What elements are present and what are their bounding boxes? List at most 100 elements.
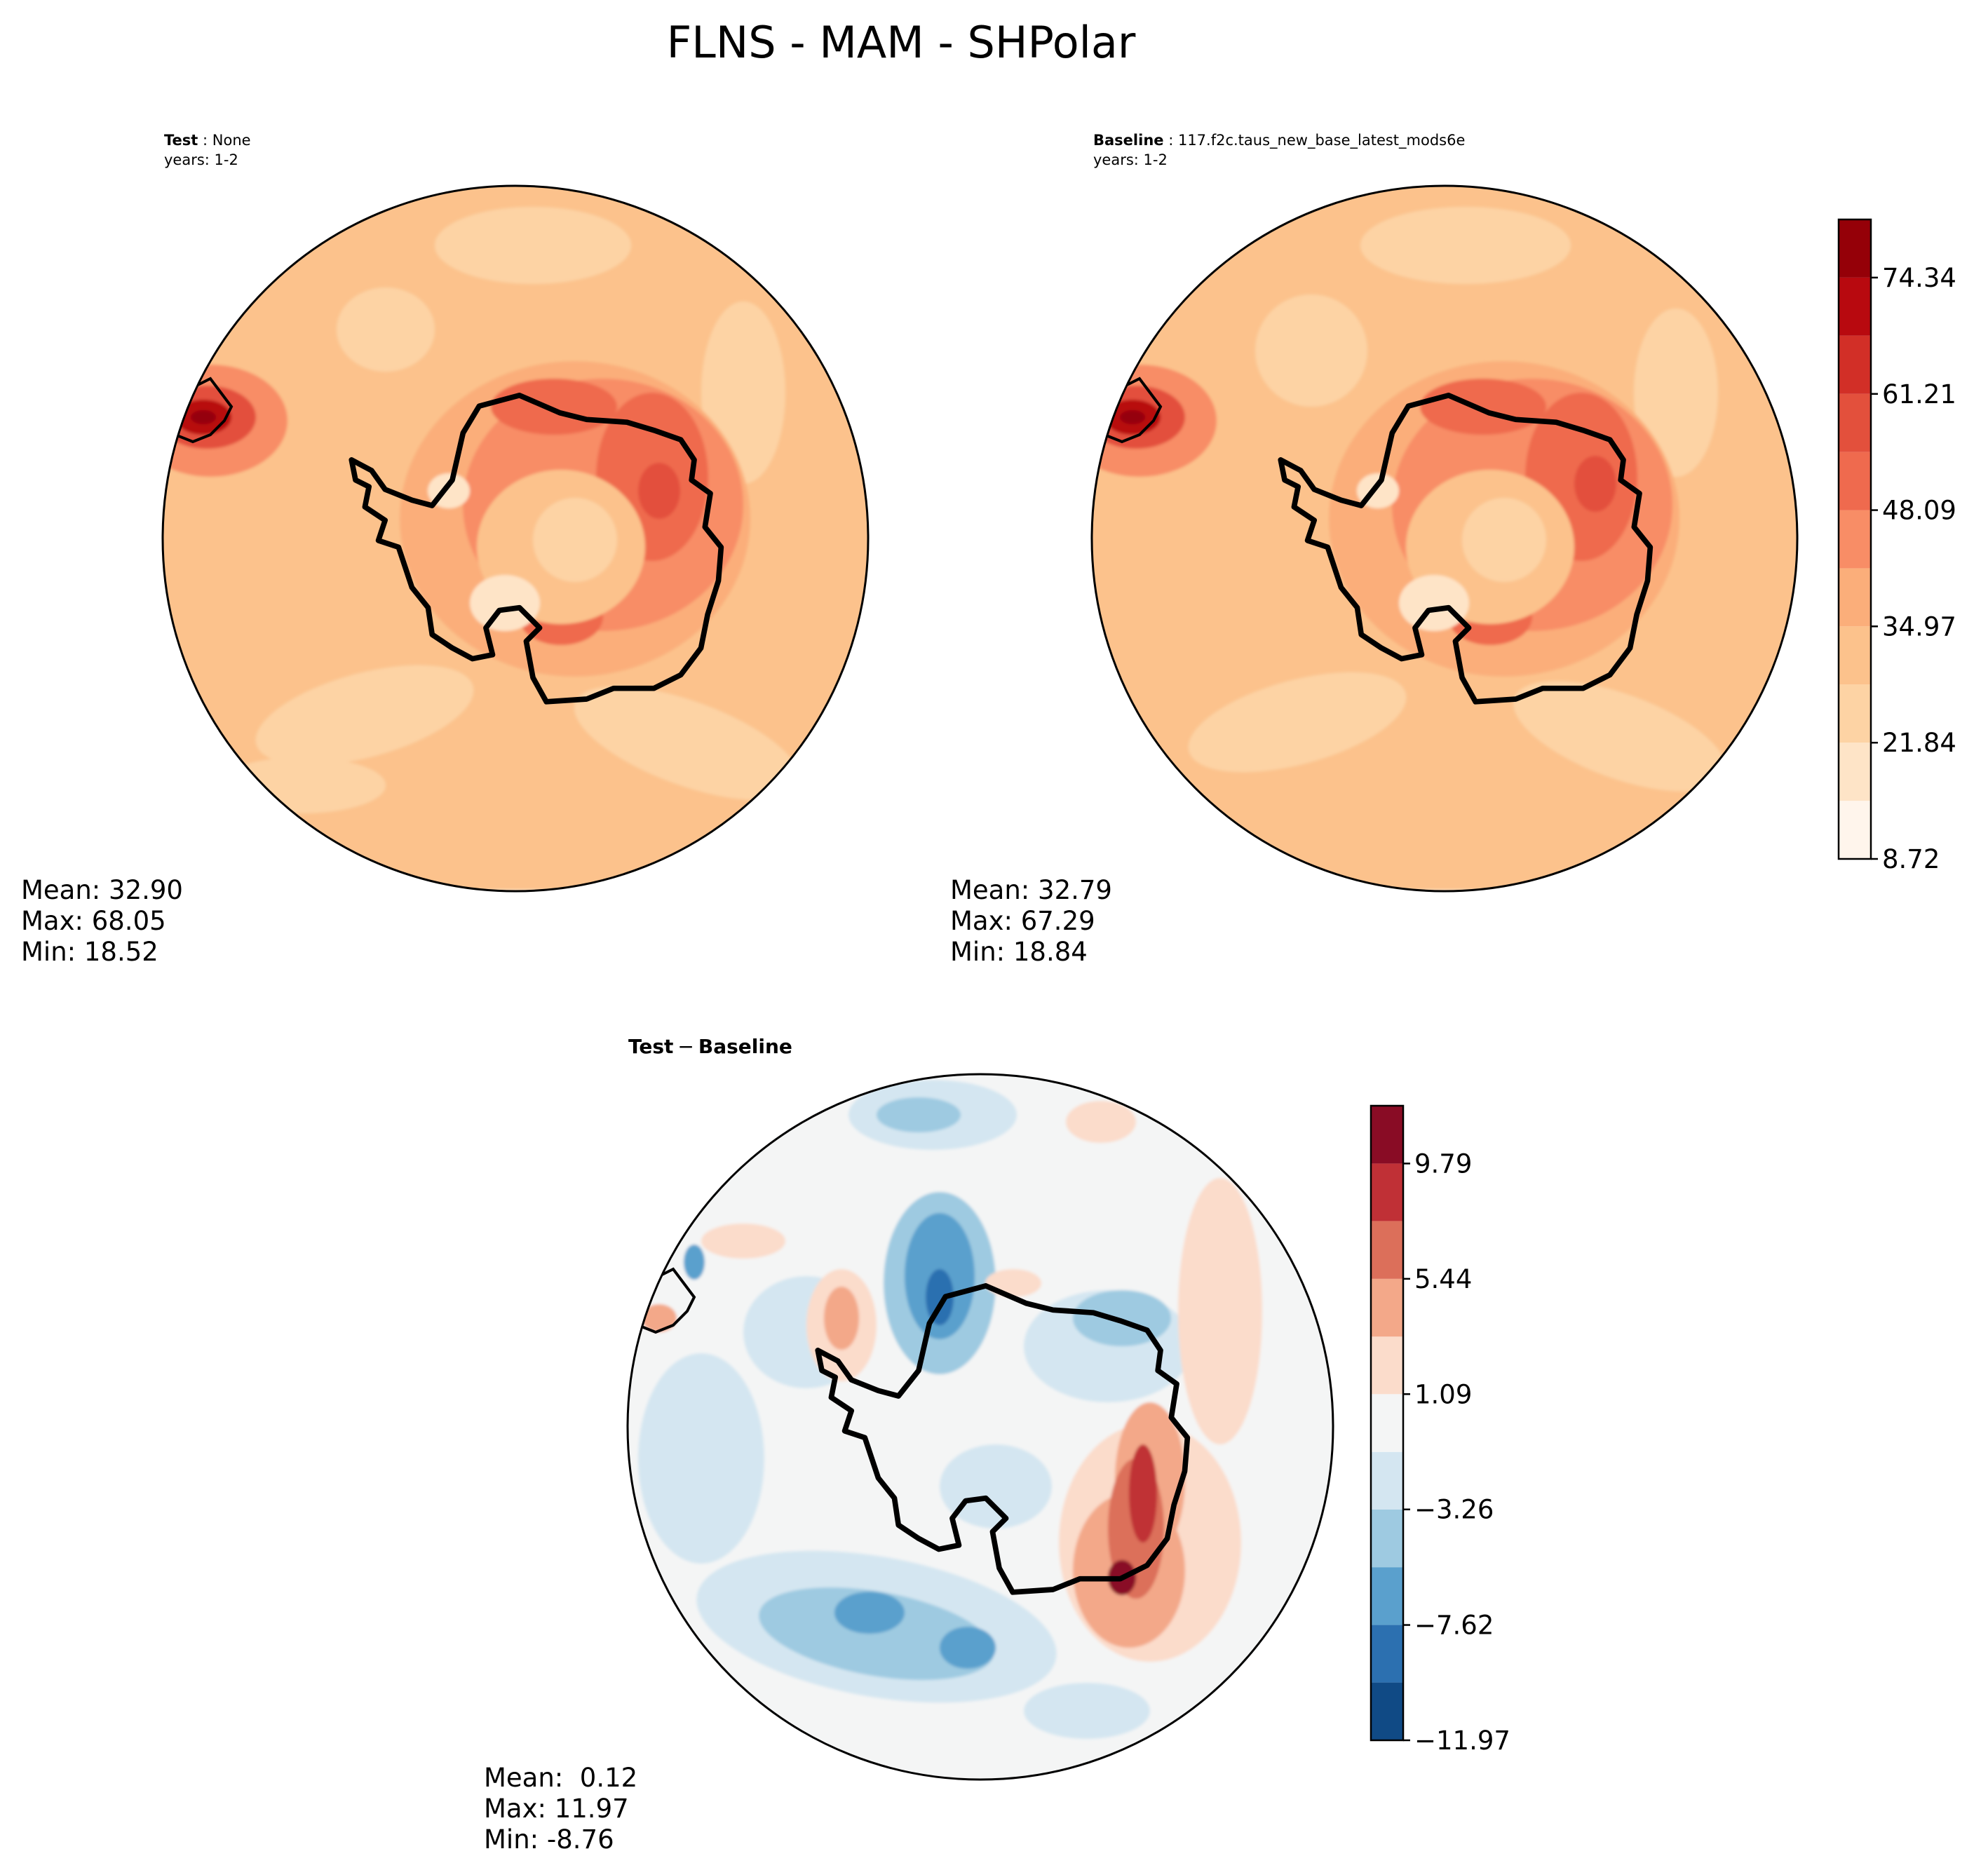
seq-colorbar-tick-label: 21.84 <box>1882 728 1956 758</box>
diff-weak-negative <box>638 1353 764 1564</box>
diff-positive-zone <box>1178 1178 1262 1444</box>
diff-stat-min: Min: -8.76 <box>484 1824 614 1855</box>
baseline-south-america-coast <box>1104 377 1163 444</box>
test-stat-min: Min: 18.52 <box>21 937 158 967</box>
div-colorbar-tick-label: 9.79 <box>1414 1149 1472 1179</box>
panel-baseline-years: years: 1-2 <box>1093 151 1168 168</box>
baseline-ocean-darker-band <box>1711 414 1795 736</box>
seq-colorbar-segment <box>1839 568 1871 627</box>
div-colorbar: −11.97 −7.62 −3.26 1.09 5.44 9.79 <box>1370 1104 1510 1756</box>
baseline-stat-mean: Mean: 32.79 <box>950 875 1112 905</box>
seq-colorbar-tick-label: 34.97 <box>1882 611 1956 642</box>
diff-strong-negative <box>834 1592 905 1634</box>
test-ocean-darker-band <box>785 414 868 736</box>
diff-positive-core <box>642 1304 677 1332</box>
diff-positive-core <box>824 1287 859 1350</box>
seq-colorbar-segment <box>1839 684 1871 743</box>
div-colorbar-tick-label: −11.97 <box>1414 1726 1510 1756</box>
baseline-ocean-light-band <box>1513 681 1726 792</box>
test-peninsula-max <box>191 410 216 424</box>
div-colorbar-tick-label: 1.09 <box>1414 1379 1472 1409</box>
baseline-ocean-light-band <box>1188 672 1407 773</box>
div-colorbar-tick-label: −7.62 <box>1414 1611 1494 1641</box>
seq-colorbar-segment <box>1839 801 1871 859</box>
div-colorbar-segment <box>1371 1451 1403 1510</box>
seq-colorbar-segment <box>1839 393 1871 452</box>
diff-stat-max: Max: 11.97 <box>484 1794 629 1824</box>
panel-diff: Test − Baseline <box>484 1035 1510 1855</box>
test-stat-max: Max: 68.05 <box>21 906 166 936</box>
seq-colorbar-segment <box>1839 510 1871 569</box>
test-coastal-max <box>491 379 617 435</box>
baseline-coastal-max <box>1420 379 1546 435</box>
seq-colorbar-tick-label: 48.09 <box>1882 496 1956 526</box>
panel-baseline-header: Baseline : 117.f2c.taus_new_base_latest_… <box>1093 132 1465 149</box>
baseline-ocean-light-band <box>1255 294 1367 407</box>
baseline-map <box>1092 186 1797 890</box>
div-colorbar-segment <box>1371 1567 1403 1625</box>
diff-positive-zone <box>985 1269 1041 1297</box>
panel-diff-label-baseline: Baseline <box>698 1035 792 1058</box>
test-south-america-coast <box>175 377 234 444</box>
test-ocean-light-band <box>435 207 631 284</box>
baseline-ice-interior <box>1462 498 1546 582</box>
seq-colorbar-segment <box>1839 277 1871 336</box>
baseline-coastal-max <box>1574 456 1616 512</box>
diff-positive-core <box>1129 1444 1157 1543</box>
seq-colorbar-segment <box>1839 335 1871 394</box>
panel-diff-minus: − <box>677 1035 694 1058</box>
baseline-peninsula-max <box>1120 410 1145 424</box>
test-ice-interior <box>533 498 617 582</box>
panel-test: Test : None years: 1-2 <box>21 132 870 967</box>
div-colorbar-segment <box>1371 1163 1403 1221</box>
panel-test-header: Test : None <box>164 132 251 149</box>
seq-colorbar-tick-label: 74.34 <box>1882 263 1956 293</box>
test-stat-mean: Mean: 32.90 <box>21 875 183 905</box>
figure-title: FLNS - MAM - SHPolar <box>667 17 1136 68</box>
test-ice-interior <box>470 575 540 631</box>
seq-colorbar: 8.72 21.84 34.97 48.09 61.21 74.34 <box>1837 218 1956 874</box>
test-map-frame <box>161 184 870 893</box>
baseline-stat-min: Min: 18.84 <box>950 937 1088 967</box>
panel-baseline-case: 117.f2c.taus_new_base_latest_mods6e <box>1178 132 1465 149</box>
diff-strong-negative <box>926 1269 954 1325</box>
panel-diff-header: Test − Baseline <box>628 1035 792 1058</box>
test-ocean-light-band <box>255 665 474 766</box>
seq-colorbar-tick-label: 61.21 <box>1882 379 1956 409</box>
diff-strong-negative <box>940 1627 996 1669</box>
div-colorbar-segment <box>1371 1278 1403 1337</box>
div-colorbar-segment <box>1371 1336 1403 1395</box>
seq-colorbar-segment <box>1839 626 1871 685</box>
panel-test-label: Test <box>164 132 198 149</box>
div-colorbar-segment <box>1371 1509 1403 1568</box>
baseline-ocean-light-band <box>1634 309 1718 477</box>
diff-south-america-coast <box>637 1267 696 1334</box>
panel-baseline-label: Baseline <box>1093 132 1164 149</box>
diff-moderate-negative <box>759 1587 994 1681</box>
panel-test-case: None <box>212 132 251 149</box>
div-colorbar-frame <box>1370 1104 1405 1742</box>
test-coastal-max <box>638 463 680 519</box>
test-map <box>163 186 868 890</box>
diff-moderate-negative <box>877 1097 961 1132</box>
diff-weak-negative <box>940 1444 1052 1529</box>
baseline-map-frame <box>1090 184 1799 893</box>
div-colorbar-segment <box>1371 1394 1403 1452</box>
diff-stat-mean: Mean: 0.12 <box>484 1763 637 1793</box>
diff-moderate-negative <box>1073 1290 1171 1346</box>
test-ocean-light-band <box>337 287 435 372</box>
diff-positive-zone <box>701 1224 785 1259</box>
diff-strong-negative <box>684 1245 705 1280</box>
panel-baseline: Baseline : 117.f2c.taus_new_base_latest_… <box>950 132 1956 967</box>
test-ocean-light-band <box>574 686 801 800</box>
baseline-stat-max: Max: 67.29 <box>950 906 1095 936</box>
div-colorbar-tick-label: −3.26 <box>1414 1495 1494 1525</box>
diff-map-frame <box>626 1073 1334 1781</box>
div-colorbar-segment <box>1371 1106 1403 1164</box>
div-colorbar-tick-label: 5.44 <box>1414 1264 1472 1294</box>
test-ocean-light-band <box>217 757 386 813</box>
baseline-ocean-light-band <box>1360 207 1571 284</box>
panel-test-years: years: 1-2 <box>164 151 238 168</box>
div-colorbar-segment <box>1371 1625 1403 1683</box>
